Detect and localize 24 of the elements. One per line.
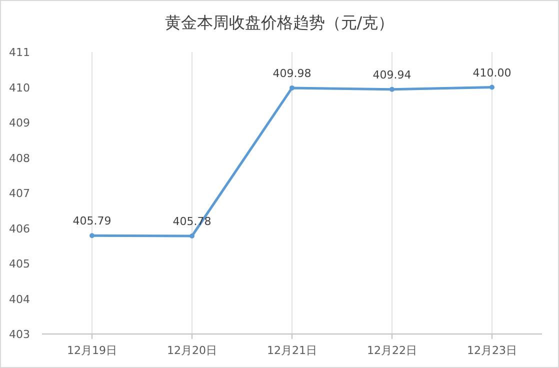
point — [290, 85, 294, 90]
point — [90, 233, 94, 238]
x-tick-label: 12月20日 — [167, 344, 217, 357]
y-tick-label: 407 — [9, 187, 30, 200]
text: 409.98 — [272, 66, 312, 80]
x-tick-label: 12月22日 — [367, 344, 417, 357]
point — [490, 84, 494, 90]
chart-title: 黄金本周收盘价格趋势（元/克） — [164, 13, 394, 32]
x-tick-label: 12月23日 — [467, 344, 517, 357]
y-tick-label: 403 — [9, 328, 30, 341]
text: 409.94 — [372, 68, 412, 82]
x-tick-label: 12月21日 — [267, 344, 317, 357]
y-tick-label: 409 — [9, 116, 30, 130]
point — [390, 86, 394, 92]
x-tick-label: 12月19日 — [67, 344, 117, 357]
point — [190, 234, 194, 239]
y-tick-label: 406 — [9, 222, 30, 236]
y-tick-label: 411 — [9, 46, 30, 59]
y-tick-label: 408 — [9, 152, 30, 165]
text: 410.00 — [472, 66, 512, 80]
y-tick-label: 404 — [9, 292, 30, 306]
y-tick-label: 405 — [9, 258, 30, 270]
y-tick-label: 410 — [9, 81, 30, 94]
text: 405.79 — [72, 214, 112, 228]
